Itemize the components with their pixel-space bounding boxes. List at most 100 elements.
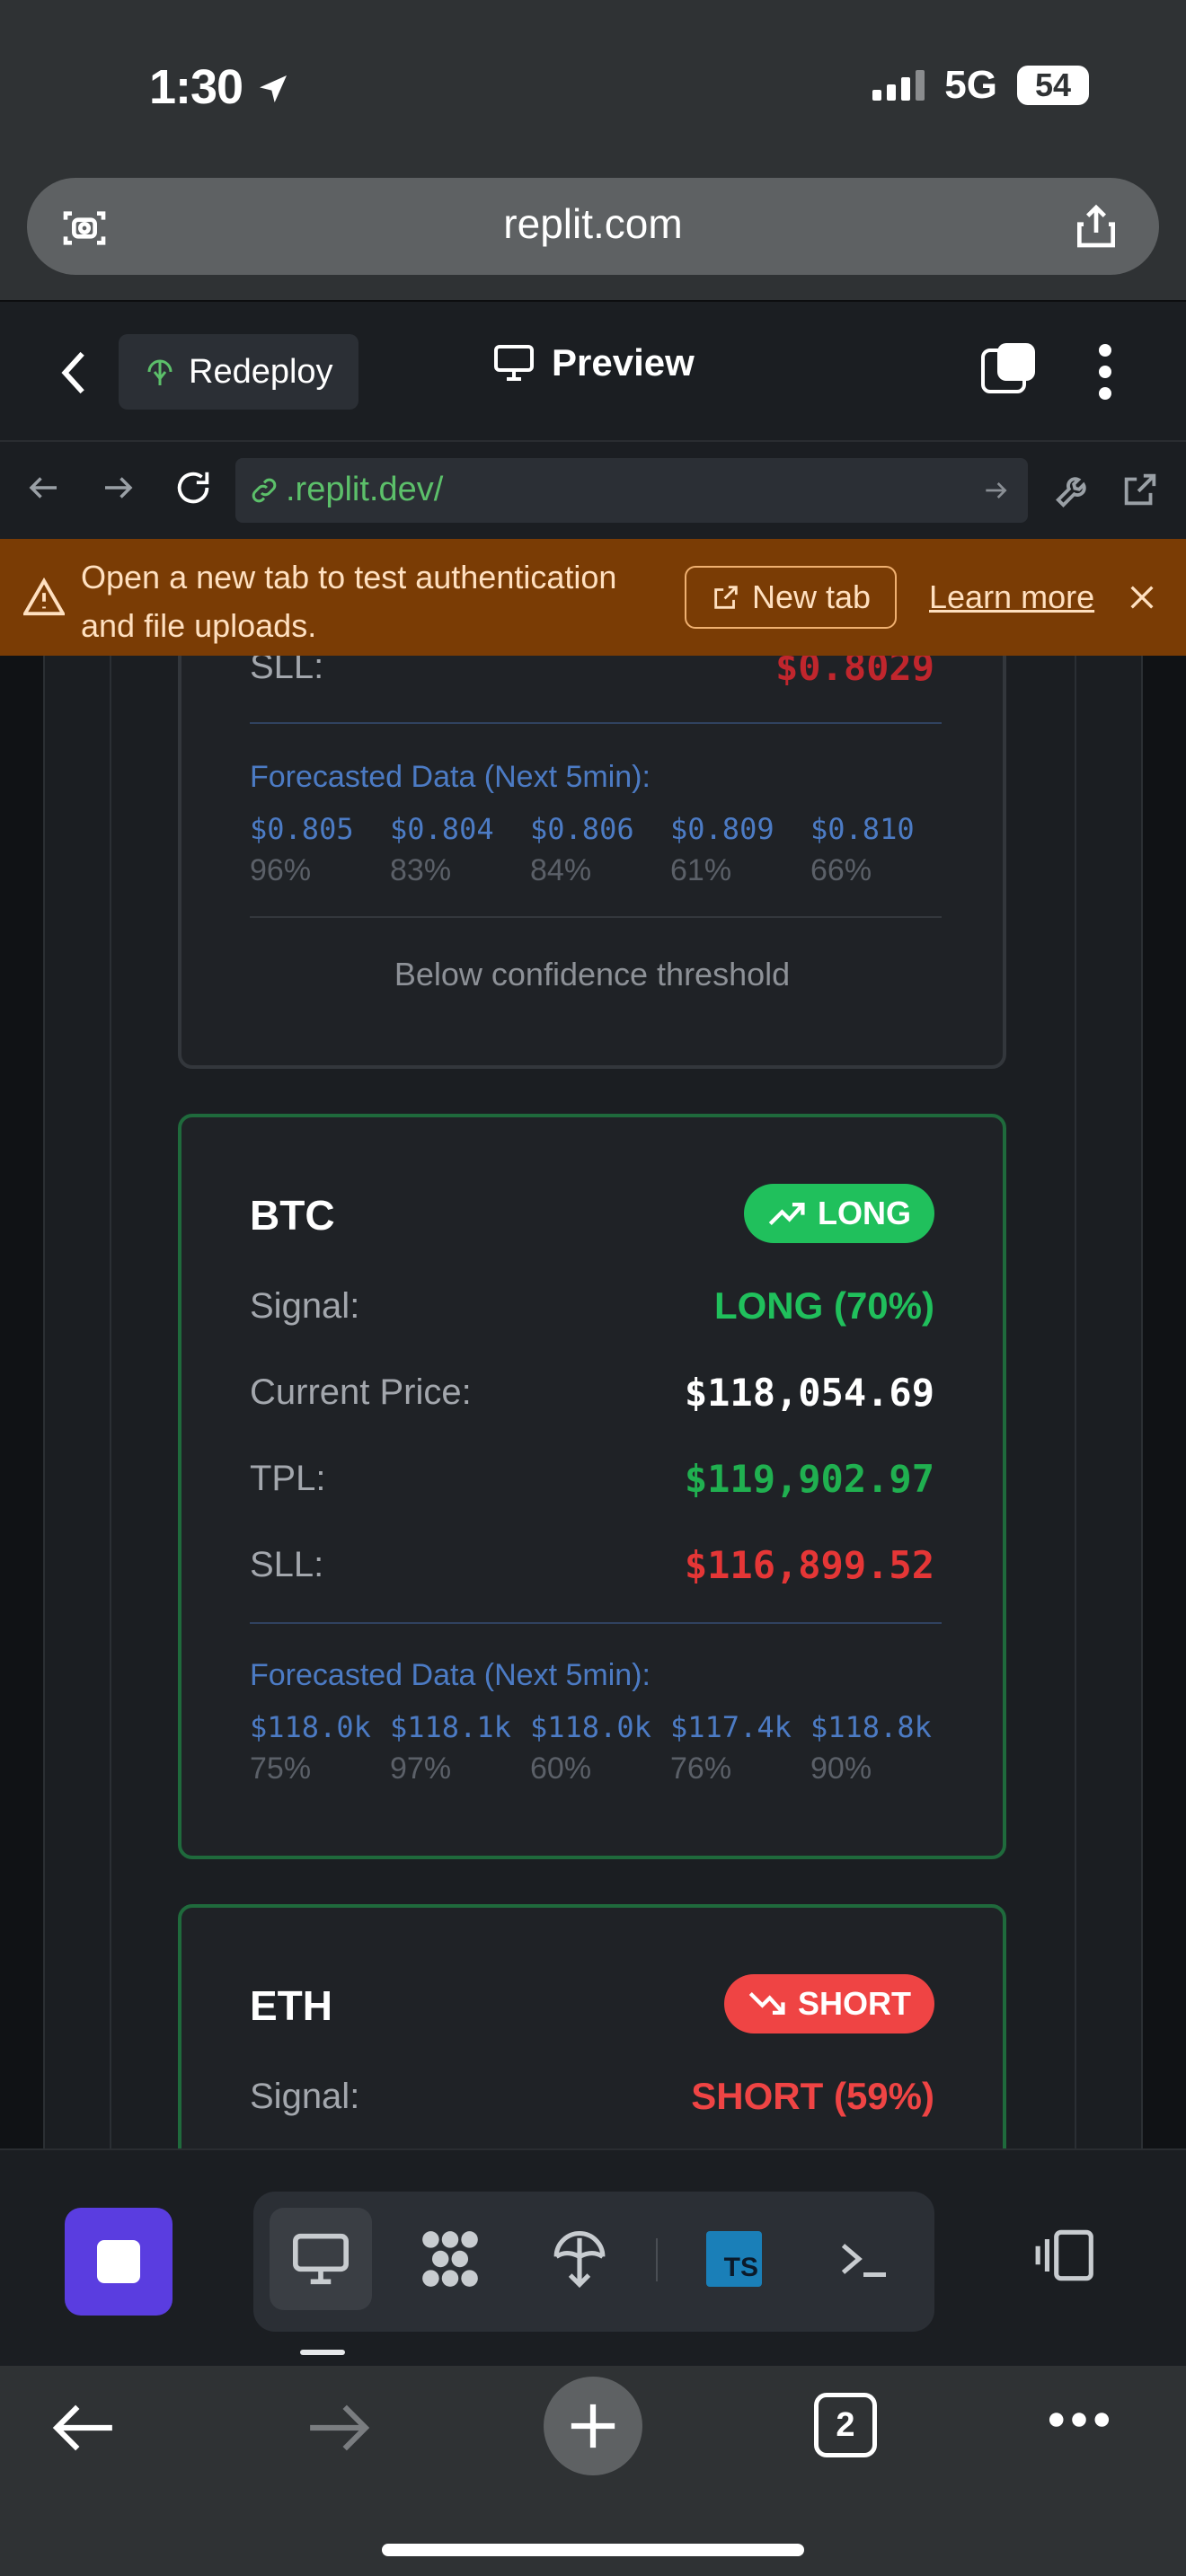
new-tab-plus-button[interactable] xyxy=(544,2377,642,2475)
stop-button[interactable] xyxy=(65,2208,173,2316)
monitor-icon xyxy=(293,2233,349,2285)
forecast-price: $118.8k xyxy=(810,1710,932,1744)
preview-label: Preview xyxy=(552,341,695,384)
redeploy-label: Redeploy xyxy=(189,352,333,391)
sll-label: SLL: xyxy=(250,1545,324,1584)
safari-back-icon[interactable] xyxy=(52,2402,117,2454)
reload-icon[interactable] xyxy=(173,467,214,508)
forecast-item: $0.810 66% xyxy=(810,812,951,888)
forecast-item: $118.0k 60% xyxy=(530,1710,670,1786)
forecast-title: Forecasted Data (Next 5min): xyxy=(250,760,651,794)
trending-down-icon xyxy=(748,1991,785,2015)
tab-deployments[interactable] xyxy=(528,2208,631,2310)
signal-label: Signal: xyxy=(250,2077,360,2116)
divider xyxy=(250,722,942,724)
auth-warning-banner: Open a new tab to test authentication an… xyxy=(0,539,1186,656)
preview-address-value: .replit.dev/ xyxy=(286,471,444,508)
forecast-confidence: 84% xyxy=(530,853,592,887)
close-icon[interactable] xyxy=(1127,582,1157,613)
sll-value: $116,899.52 xyxy=(684,1543,934,1587)
forecast-item: $0.809 61% xyxy=(670,812,810,888)
preview-browser-toolbar: .replit.dev/ xyxy=(0,440,1186,539)
safari-top-chrome: 1:30 5G 54 replit.com xyxy=(0,0,1186,300)
short-badge: SHORT xyxy=(724,1974,934,2033)
warning-triangle-icon xyxy=(23,577,65,616)
plus-icon xyxy=(571,2404,615,2448)
battery-icon: 54 xyxy=(1017,66,1089,105)
forecast-item: $0.805 96% xyxy=(250,812,390,888)
warning-message: Open a new tab to test authentication an… xyxy=(81,559,617,644)
current-price-value: $118,054.69 xyxy=(684,1371,934,1415)
tab-agent[interactable] xyxy=(399,2208,501,2310)
forecast-item: $117.4k 76% xyxy=(670,1710,810,1786)
redeploy-button[interactable]: Redeploy xyxy=(119,334,358,410)
go-arrow-icon[interactable] xyxy=(981,476,1010,505)
forecast-confidence: 66% xyxy=(810,853,872,887)
tab-typescript[interactable]: TS xyxy=(683,2208,785,2310)
link-icon xyxy=(252,478,277,503)
forecast-title: Forecasted Data (Next 5min): xyxy=(250,1658,651,1692)
tabs-button[interactable]: 2 xyxy=(814,2393,877,2457)
forecast-price: $0.804 xyxy=(390,812,494,846)
forecast-confidence: 83% xyxy=(390,853,452,887)
typescript-icon: TS xyxy=(706,2231,762,2287)
forecast-price: $118.0k xyxy=(250,1710,371,1744)
safari-url-text: replit.com xyxy=(503,200,683,247)
confidence-note: Below confidence threshold xyxy=(394,956,791,992)
share-icon[interactable] xyxy=(1071,199,1121,253)
badge-label: SHORT xyxy=(798,1985,911,2022)
browser-forward-icon[interactable] xyxy=(99,469,137,507)
safari-url-bar[interactable]: replit.com xyxy=(27,178,1159,275)
deploy-icon xyxy=(553,2231,606,2289)
grid-dots-icon xyxy=(422,2231,478,2287)
ts-label: TS xyxy=(723,2253,758,2282)
forecast-price: $0.809 xyxy=(670,812,774,846)
learn-more-link[interactable]: Learn more xyxy=(929,578,1095,615)
external-link-icon[interactable] xyxy=(1120,469,1161,510)
forecast-confidence: 96% xyxy=(250,853,312,887)
forecast-price: $118.0k xyxy=(530,1710,651,1744)
forecast-confidence: 90% xyxy=(810,1751,872,1786)
sll-value: $0.8029 xyxy=(774,656,934,689)
external-link-icon xyxy=(714,586,738,609)
signal-value: LONG (70%) xyxy=(713,1284,934,1327)
wrench-icon[interactable] xyxy=(1053,469,1094,510)
status-time: 1:30 xyxy=(149,59,291,115)
more-horizontal-icon[interactable] xyxy=(1048,2411,1111,2429)
long-badge: LONG xyxy=(744,1184,934,1243)
tab-console[interactable] xyxy=(812,2208,915,2310)
preview-content[interactable]: SLL: $0.8029 Forecasted Data (Next 5min)… xyxy=(0,656,1186,2148)
forecast-item: $118.1k 97% xyxy=(390,1710,530,1786)
layout-switch-icon[interactable] xyxy=(1033,2228,1098,2283)
location-arrow-icon xyxy=(260,75,288,102)
forecast-price: $117.4k xyxy=(670,1710,792,1744)
new-tab-button[interactable]: New tab xyxy=(685,566,897,629)
forecast-item: $118.8k 90% xyxy=(810,1710,951,1786)
preview-title: Preview xyxy=(492,341,695,384)
tool-tabs: TS xyxy=(253,2192,934,2332)
more-vertical-icon[interactable] xyxy=(1087,343,1123,401)
stop-icon xyxy=(97,2240,140,2283)
forecast-confidence: 60% xyxy=(530,1751,592,1786)
symbol: BTC xyxy=(250,1192,335,1239)
symbol: ETH xyxy=(250,1982,332,2029)
camera-scan-icon[interactable] xyxy=(59,203,110,253)
trending-up-icon xyxy=(768,1203,805,1226)
battery-level: 54 xyxy=(1034,66,1072,103)
forecast-price: $0.805 xyxy=(250,812,354,846)
monitor-icon xyxy=(494,345,534,381)
safari-bottom-toolbar: 2 xyxy=(0,2366,1186,2576)
safari-forward-icon[interactable] xyxy=(305,2402,370,2454)
panels-toggle-icon[interactable] xyxy=(981,343,1035,397)
signal-card-partial: SLL: $0.8029 Forecasted Data (Next 5min)… xyxy=(178,656,1006,1069)
preview-address-bar[interactable]: .replit.dev/ xyxy=(235,458,1028,523)
cellular-signal-icon xyxy=(872,70,925,101)
tab-preview[interactable] xyxy=(270,2208,372,2310)
forecast-confidence: 76% xyxy=(670,1751,732,1786)
browser-back-icon[interactable] xyxy=(25,469,63,507)
status-indicators: 5G 54 xyxy=(872,63,1089,108)
signal-value: SHORT (59%) xyxy=(691,2075,934,2117)
forecast-item: $0.804 83% xyxy=(390,812,530,888)
back-chevron-icon[interactable] xyxy=(56,348,92,397)
tpl-label: TPL: xyxy=(250,1459,326,1498)
